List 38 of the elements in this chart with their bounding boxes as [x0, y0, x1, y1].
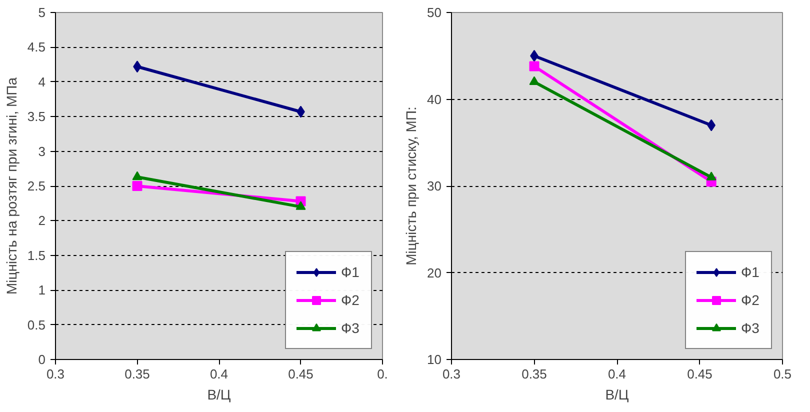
x-tick-label: 0.4 [210, 366, 228, 382]
y-tick-label: 1.5 [27, 248, 46, 263]
y-tick-label: 4 [38, 74, 46, 90]
x-tick-label: 0.4 [608, 366, 626, 382]
x-tick-label: 0.35 [124, 366, 150, 382]
x-tick-label: 0.3 [442, 366, 461, 382]
y-tick-label: 0 [38, 352, 46, 367]
y-tick-label: 3 [38, 144, 46, 159]
y-tick-label: 20 [427, 265, 442, 280]
y-tick-label: 3.5 [27, 109, 46, 124]
y-axis-title: Міцність при стиску, МП: [403, 106, 420, 266]
legend-label: Ф1 [341, 264, 360, 280]
y-tick-label: 2.5 [27, 178, 46, 194]
y-tick-label: 4.5 [27, 40, 46, 55]
y-tick-label: 2 [38, 213, 46, 228]
x-axis-title: В/Ц [605, 386, 630, 402]
legend-label: Ф3 [741, 320, 760, 336]
x-tick-label: 0.3 [46, 366, 65, 382]
y-tick-label: 1 [38, 282, 46, 298]
x-tick-label: 0.35 [522, 366, 547, 382]
x-tick-label: 0. [377, 366, 388, 382]
y-tick-label: 50 [427, 5, 442, 20]
y-tick-label: 5 [38, 5, 46, 20]
y-tick-label: 10 [427, 352, 442, 367]
y-axis-title: Міцність на розтяг при згині, МПа [3, 77, 20, 295]
legend-label: Ф2 [741, 292, 760, 308]
x-tick-label: 0.5 [773, 366, 792, 382]
point [529, 61, 540, 72]
point [132, 181, 142, 191]
x-axis-title: В/Ц [207, 386, 232, 402]
legend-label: Ф2 [341, 292, 360, 308]
legend-label: Ф1 [741, 264, 760, 280]
y-tick-label: 40 [427, 92, 442, 107]
y-tick-label: 30 [427, 178, 442, 194]
legend-label: Ф3 [341, 320, 360, 336]
x-tick-label: 0.45 [687, 366, 712, 382]
x-tick-label: 0.45 [288, 366, 314, 382]
y-tick-label: 0.5 [27, 317, 46, 332]
